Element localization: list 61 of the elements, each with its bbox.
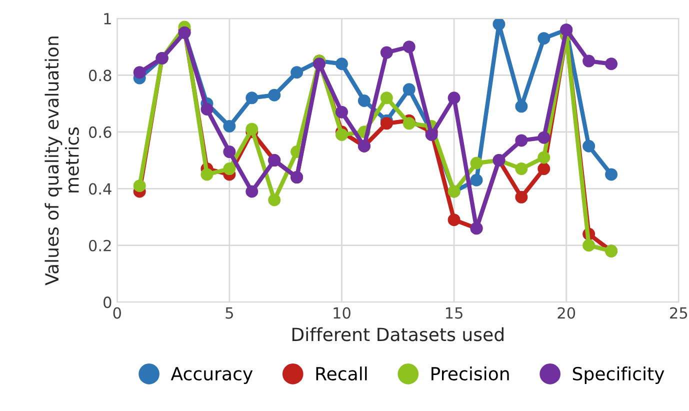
point: [470, 174, 483, 186]
point: [335, 58, 348, 70]
point: [313, 58, 326, 70]
point: [538, 151, 550, 164]
point: [605, 168, 618, 181]
legend-label: Precision: [432, 366, 509, 381]
point: [358, 94, 370, 107]
legend-label: Recall: [316, 366, 367, 381]
point: [380, 92, 393, 104]
point: [246, 122, 258, 136]
point: [538, 32, 550, 45]
y-tick-label: 0.8: [88, 70, 112, 82]
point: [380, 46, 393, 59]
point: [402, 40, 416, 54]
y-axis-title: Values of quality evaluation metrics: [44, 36, 79, 286]
point: [268, 88, 281, 102]
legend-label: Accuracy: [170, 367, 253, 384]
y-tick-label: 1: [104, 13, 111, 24]
point: [335, 128, 348, 142]
point: [538, 162, 550, 176]
point: [425, 128, 438, 142]
point: [582, 239, 596, 252]
point: [200, 168, 214, 181]
point: [470, 156, 483, 170]
y-tick-label: 0.6: [88, 126, 112, 138]
point: [246, 92, 258, 104]
point: [402, 117, 416, 130]
point: [515, 162, 528, 176]
point: [515, 100, 528, 113]
point: [223, 120, 236, 133]
point: [223, 146, 236, 158]
point: [605, 58, 618, 70]
x-tick-label: 25: [670, 307, 688, 319]
point: [290, 66, 304, 79]
x-tick-label: 15: [446, 307, 462, 319]
point: [223, 162, 236, 176]
point: [200, 102, 214, 116]
y-tick-label: 0.4: [88, 183, 112, 195]
point: [492, 18, 506, 30]
point: [402, 83, 416, 96]
point: [582, 54, 596, 68]
point: [448, 214, 460, 226]
point: [335, 106, 348, 118]
point: [515, 134, 528, 147]
y-tick-label: 0: [104, 296, 112, 308]
x-tick-label: 0: [113, 307, 121, 319]
point: [133, 180, 146, 192]
point: [268, 194, 281, 206]
point: [246, 185, 258, 198]
point: [133, 66, 146, 79]
point: [515, 190, 528, 204]
y-tick-label: 0.2: [88, 240, 111, 252]
legend-label: Specificity: [572, 366, 664, 384]
x-tick-label: 10: [334, 307, 350, 319]
point: [448, 92, 460, 104]
x-tick-label: 5: [226, 307, 233, 319]
point: [582, 140, 596, 152]
x-axis-title: Different Datasets used: [292, 327, 504, 342]
x-tick-label: 20: [558, 307, 576, 319]
point: [538, 131, 550, 144]
point: [380, 117, 393, 130]
